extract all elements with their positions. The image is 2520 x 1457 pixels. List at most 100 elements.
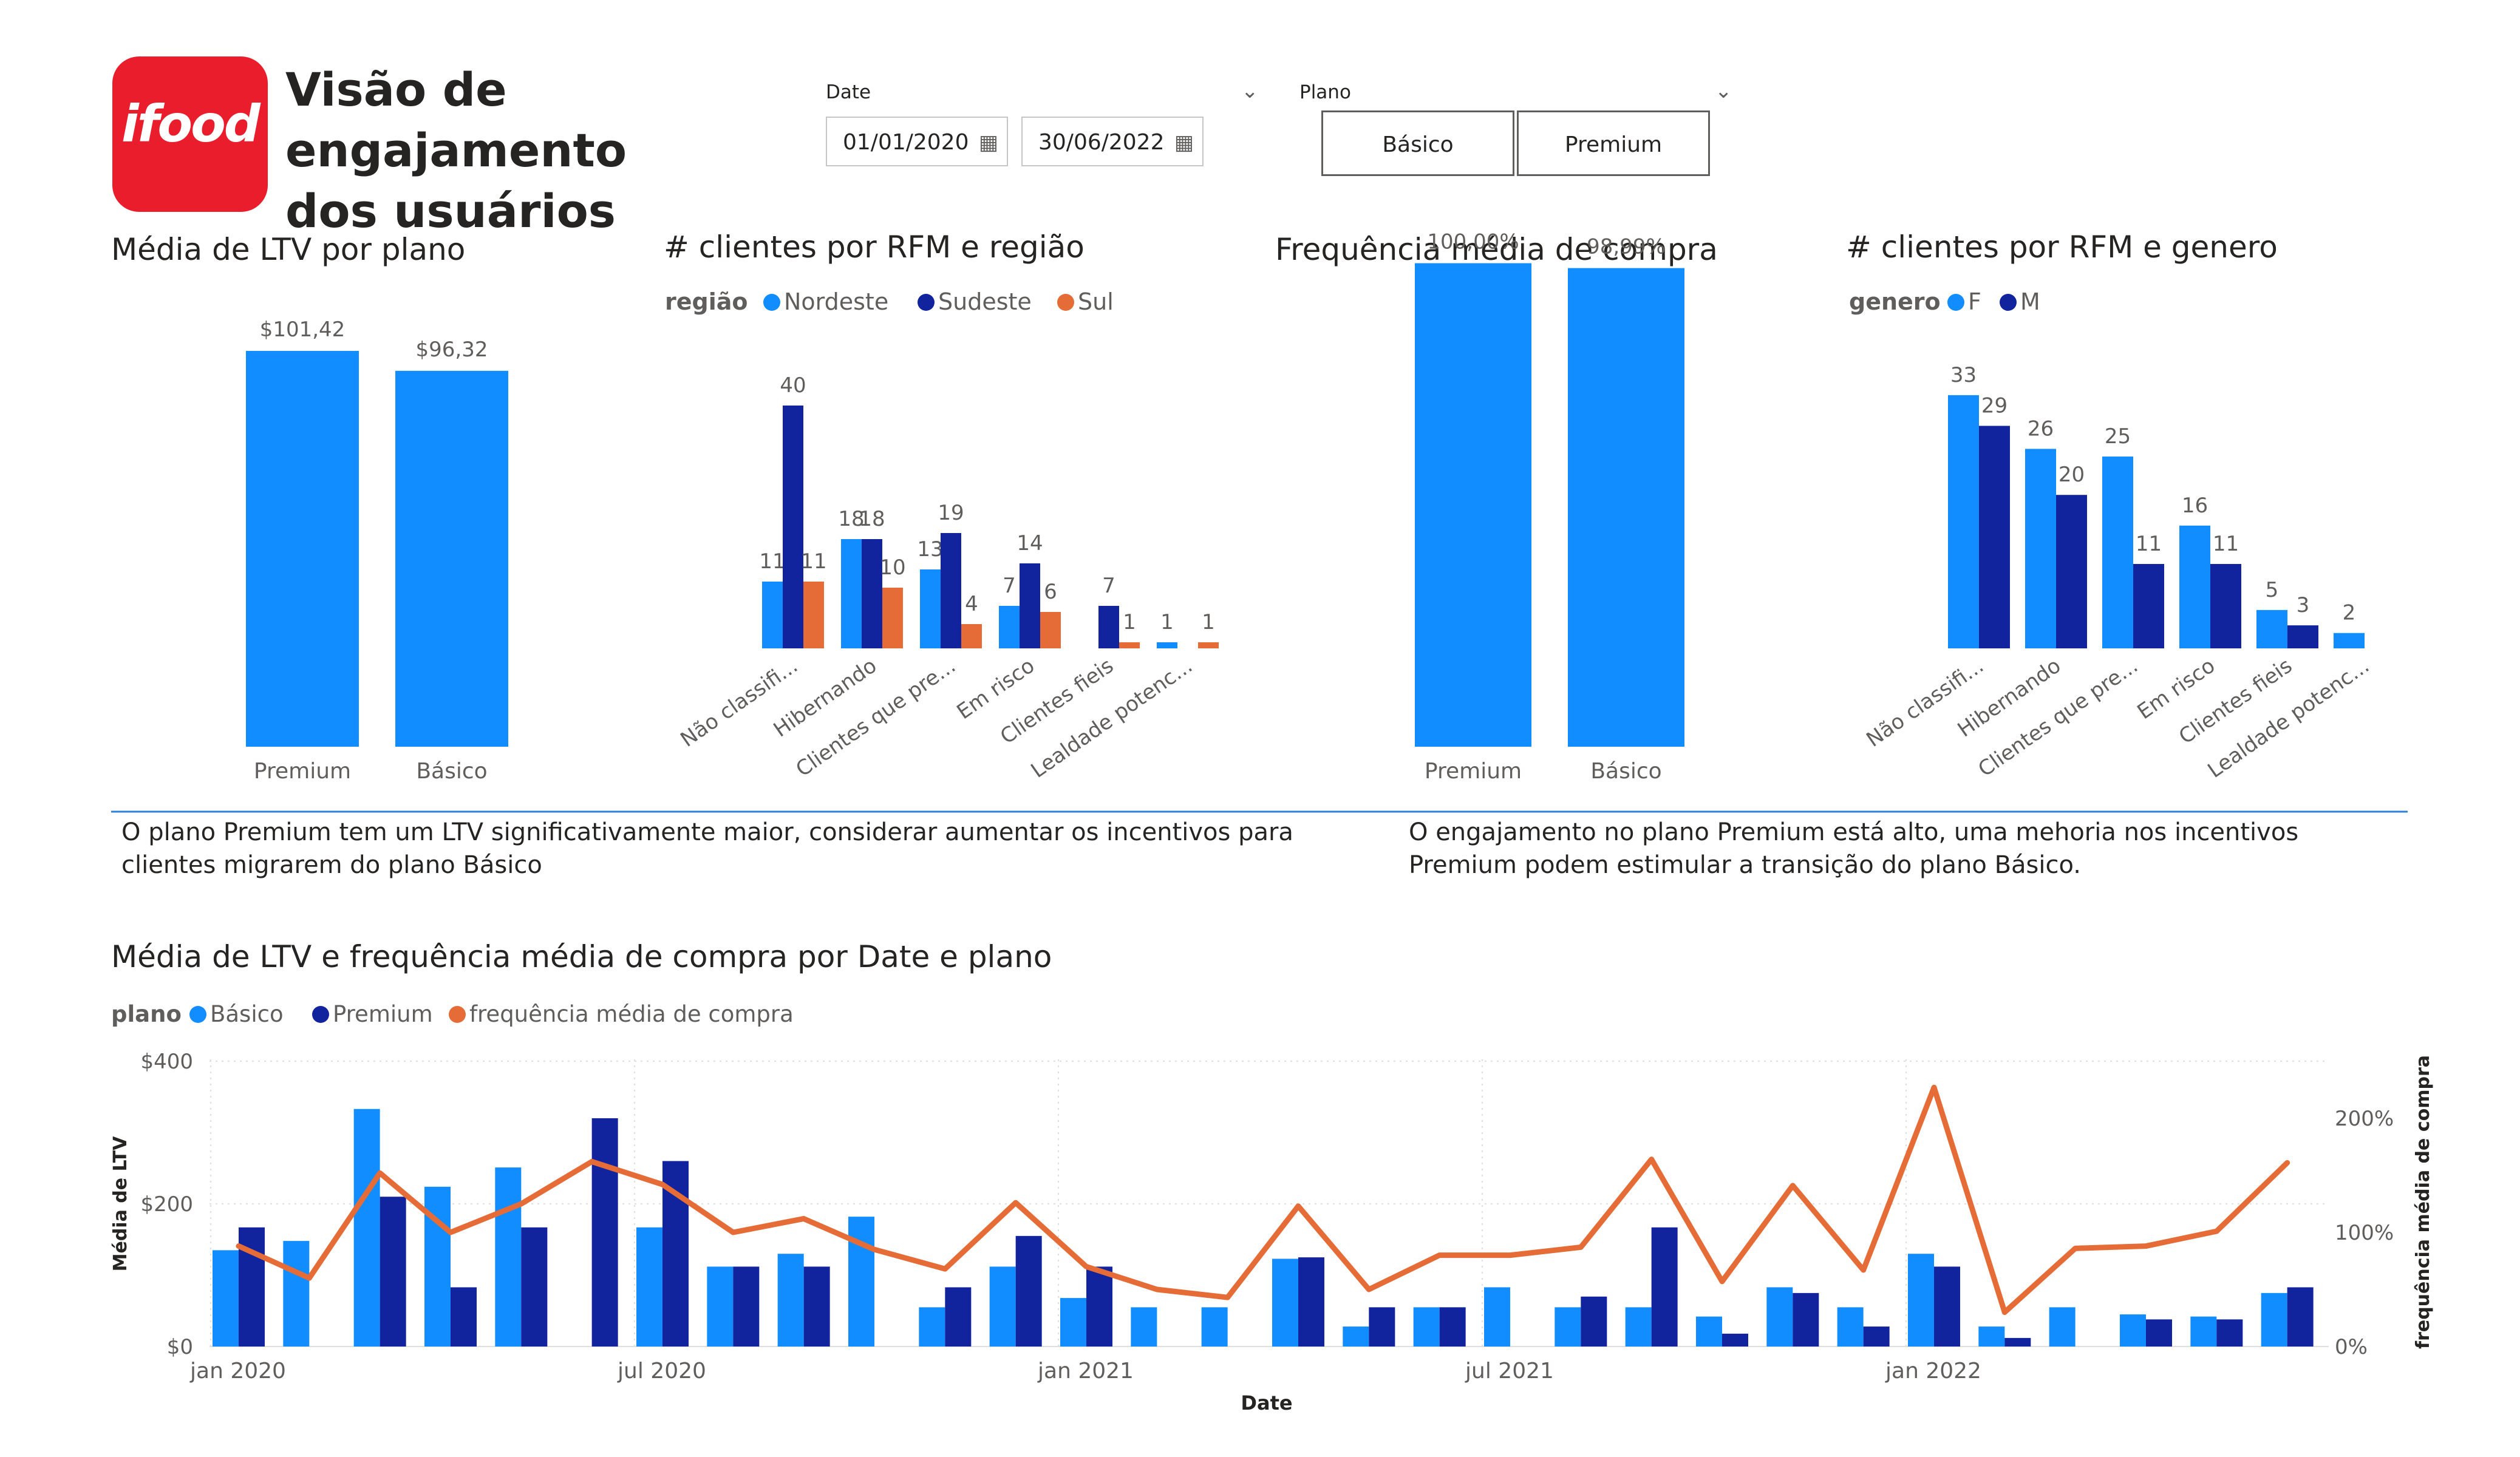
- rfm-gender-bar: [2334, 633, 2365, 648]
- time-bar: [1863, 1326, 1890, 1347]
- time-bar: [777, 1254, 804, 1347]
- time-bar: [2190, 1316, 2217, 1347]
- rfm-region-bar: [783, 406, 803, 648]
- time-x-tick-label: jul 2020: [617, 1359, 706, 1384]
- rfm-region-data-label: 1: [1202, 610, 1215, 634]
- rfm-region-data-label: 7: [1003, 574, 1016, 598]
- rfm-region-data-label: 7: [1102, 574, 1115, 598]
- time-bar: [1086, 1266, 1112, 1347]
- rfm-region-bar: [1098, 606, 1119, 648]
- rfm-region-data-label: 14: [1017, 531, 1043, 555]
- rfm-gender-data-label: 20: [2059, 463, 2085, 487]
- rfm-region-legend-label: Sudeste: [938, 288, 1032, 315]
- rfm-gender-bar: [2287, 625, 2318, 648]
- rfm-region-bar: [1119, 642, 1140, 648]
- rfm-region-bar: [803, 582, 824, 648]
- time-bar: [1651, 1227, 1678, 1347]
- rfm-region-bar: [862, 539, 882, 648]
- rfm-gender-data-label: 3: [2297, 593, 2310, 617]
- calendar-icon[interactable]: ▦: [978, 131, 998, 155]
- rfm-gender-legend-title: genero: [1849, 288, 1941, 315]
- rfm-region-data-label: 11: [800, 549, 826, 574]
- ltv-plan-bar: [395, 370, 508, 747]
- rfm-region-data-label: 19: [938, 501, 964, 525]
- time-bar: [848, 1217, 874, 1347]
- rfm-gender-legend-marker: [1947, 294, 1964, 311]
- time-y2-axis-title: frequência média de compra: [2413, 1055, 2434, 1349]
- time-y2-tick-label: 0%: [2335, 1335, 2368, 1359]
- time-bar: [1201, 1307, 1228, 1347]
- time-bar: [1413, 1307, 1440, 1347]
- time-bar: [1793, 1292, 1819, 1347]
- rfm-region-data-label: 11: [759, 549, 785, 574]
- plan-slicer: Plano ⌄ Básico Premium: [1299, 79, 1743, 182]
- time-bar: [1934, 1266, 1960, 1347]
- rfm-gender-data-label: 11: [2213, 532, 2239, 556]
- time-bar: [1369, 1307, 1395, 1347]
- freq-plan-tick-label: Premium: [1425, 759, 1522, 784]
- time-bar: [919, 1307, 945, 1347]
- rfm-gender-bar: [2210, 563, 2241, 648]
- rfm-region-title: # clientes por RFM e região: [664, 229, 1085, 265]
- time-bar: [591, 1118, 618, 1347]
- rfm-region-bar: [762, 582, 783, 648]
- time-y-axis-title: Média de LTV: [110, 1136, 131, 1272]
- rfm-gender-title: # clientes por RFM e genero: [1846, 229, 2278, 265]
- plan-option-basico[interactable]: Básico: [1321, 110, 1514, 176]
- rfm-region-legend-marker: [1057, 294, 1074, 311]
- rfm-gender-legend-marker: [2000, 294, 2017, 311]
- time-legend-marker: [312, 1006, 329, 1023]
- time-legend-title: plano: [111, 1001, 182, 1027]
- rfm-gender-bar: [2133, 563, 2164, 648]
- time-bar: [1908, 1254, 1934, 1347]
- time-legend-label: Básico: [210, 1001, 284, 1027]
- time-bar: [1625, 1307, 1652, 1347]
- ltv-by-plan-chart: $101,42 Premium $96,32 Básico: [246, 318, 508, 784]
- plan-option-premium[interactable]: Premium: [1517, 110, 1710, 176]
- rfm-region-legend-title: região: [665, 288, 748, 315]
- freq-plan-tick-label: Básico: [1590, 759, 1661, 784]
- rfm-region-data-label: 18: [859, 507, 885, 531]
- end-date-input[interactable]: 30/06/2022 ▦: [1021, 117, 1204, 166]
- time-y2-tick-label: 200%: [2335, 1107, 2394, 1131]
- date-slicer-title: Date: [826, 81, 871, 103]
- time-y-tick-label: $200: [140, 1192, 193, 1217]
- rfm-gender-data-label: 29: [1981, 393, 2007, 418]
- time-bar: [1766, 1287, 1793, 1347]
- time-bar: [2261, 1292, 2287, 1347]
- time-x-tick-label: jan 2021: [1037, 1359, 1134, 1384]
- time-legend-marker: [449, 1006, 466, 1023]
- time-bar: [213, 1250, 239, 1347]
- rfm-gender-bar: [2025, 449, 2056, 648]
- time-bar: [1060, 1298, 1086, 1347]
- rfm-region-data-label: 18: [838, 507, 864, 531]
- rfm-region-data-label: 10: [879, 555, 905, 580]
- time-bar: [989, 1266, 1016, 1347]
- time-legend-label: frequência média de compra: [469, 1001, 794, 1027]
- rfm-gender-data-label: 2: [2343, 601, 2356, 625]
- time-y-tick-label: $400: [140, 1050, 193, 1074]
- ltv-freq-time-chart: plano Básico Premium frequência média de co…: [110, 1001, 2434, 1415]
- time-bar: [1696, 1316, 1722, 1347]
- time-legend-marker: [189, 1006, 206, 1023]
- rfm-region-legend-label: Sul: [1078, 288, 1114, 315]
- chevron-down-icon[interactable]: ⌄: [1241, 79, 1259, 103]
- rfm-gender-data-label: 5: [2266, 578, 2279, 602]
- freq-plan-bar: [1568, 268, 1684, 747]
- chevron-down-icon[interactable]: ⌄: [1715, 79, 1732, 103]
- rfm-region-bar: [1040, 612, 1061, 648]
- plan-slicer-title: Plano: [1299, 81, 1351, 103]
- note-left: O plano Premium tem um LTV significativa…: [121, 818, 1293, 879]
- time-x-tick-label: jan 2022: [1885, 1359, 1981, 1384]
- time-bar: [521, 1227, 548, 1347]
- start-date-input[interactable]: 01/01/2020 ▦: [826, 117, 1008, 166]
- calendar-icon[interactable]: ▦: [1174, 131, 1194, 155]
- date-slicer: Date ⌄ 01/01/2020 ▦ 30/06/2022 ▦: [826, 79, 1269, 176]
- rfm-region-bar: [882, 588, 903, 648]
- time-bar: [733, 1266, 760, 1347]
- rfm-region-bar: [999, 606, 1020, 648]
- rfm-gender-bar: [2056, 495, 2087, 648]
- rfm-region-bar: [1020, 563, 1040, 648]
- time-y2-tick-label: 100%: [2335, 1221, 2394, 1245]
